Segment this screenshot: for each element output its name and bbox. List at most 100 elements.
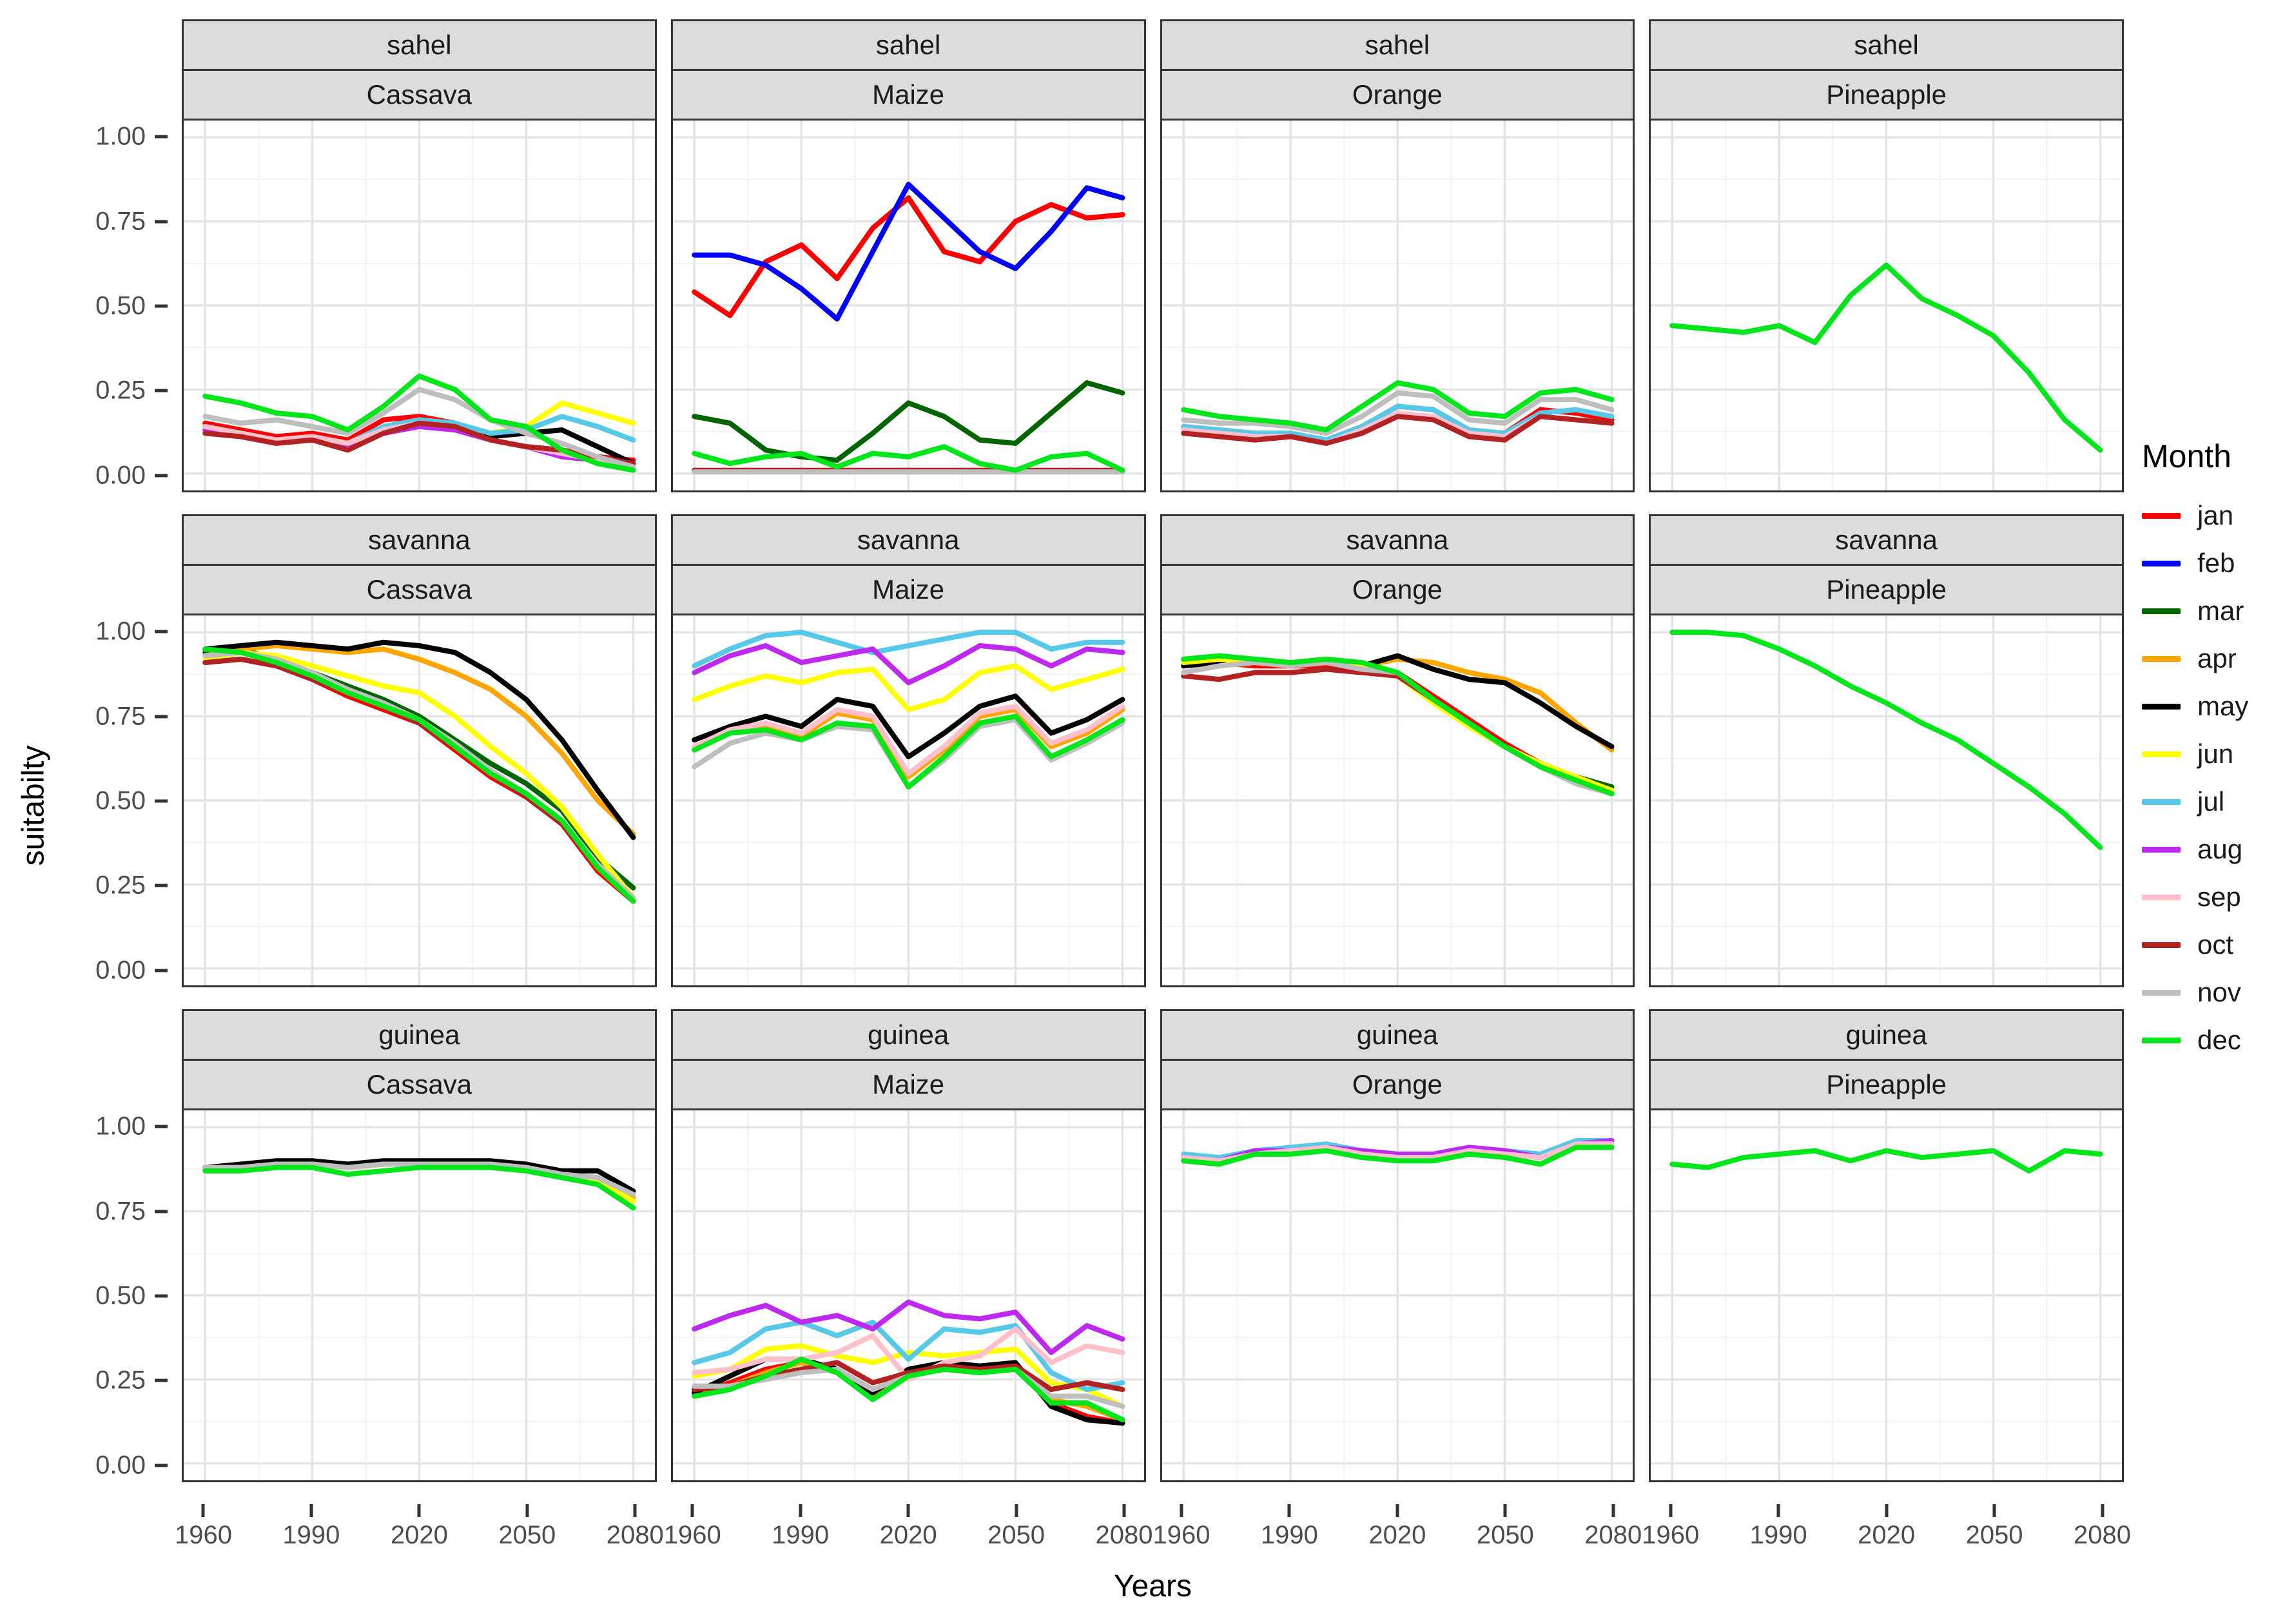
y-tick-mark bbox=[155, 1464, 168, 1467]
legend-entry-jun: jun bbox=[2142, 730, 2290, 778]
series-line-dec bbox=[694, 1359, 1122, 1420]
strip-label: Maize bbox=[872, 79, 945, 110]
facet-strip-region: sahel bbox=[1649, 19, 2124, 71]
facet-strip-crop: Pineapple bbox=[1649, 69, 2124, 121]
series-line-aug bbox=[694, 646, 1122, 682]
legend-label: jan bbox=[2197, 500, 2234, 530]
x-tick-label: 2080 bbox=[606, 1521, 664, 1549]
x-tick-label: 2020 bbox=[879, 1521, 937, 1549]
x-tick-mark bbox=[1395, 1504, 1399, 1517]
y-tick-label: 1.00 bbox=[95, 122, 146, 151]
series-line-jul bbox=[694, 632, 1122, 666]
x-axis-title: Years bbox=[1114, 1569, 1192, 1603]
facet-strip-region: guinea bbox=[1160, 1009, 1635, 1061]
series-line-oct bbox=[1183, 416, 1611, 443]
series-line-dec bbox=[694, 447, 1122, 470]
series-line-jun bbox=[694, 666, 1122, 710]
legend-label: dec bbox=[2197, 1025, 2241, 1055]
series-line-nov bbox=[205, 1165, 633, 1195]
facet-panel bbox=[1649, 1108, 2124, 1482]
facet-strip-region: guinea bbox=[182, 1009, 657, 1061]
x-tick-label: 1990 bbox=[1749, 1521, 1807, 1549]
series-line-mar bbox=[694, 383, 1122, 460]
facet-strip-crop: Orange bbox=[1160, 69, 1635, 121]
series-line-jun bbox=[205, 652, 633, 898]
x-tick-mark bbox=[201, 1504, 205, 1517]
facet-strip-region: savanna bbox=[1649, 514, 2124, 566]
y-tick-mark bbox=[155, 884, 168, 887]
facet-panel-plot bbox=[1651, 121, 2122, 490]
y-tick-label: 0.25 bbox=[95, 376, 146, 405]
legend-key-line bbox=[2142, 942, 2181, 948]
legend-entry-mar: mar bbox=[2142, 587, 2290, 635]
legend-key-line bbox=[2142, 608, 2181, 614]
legend-label: aug bbox=[2197, 834, 2243, 864]
y-tick-mark bbox=[155, 630, 168, 633]
x-tick-mark bbox=[690, 1504, 694, 1517]
facet-panel bbox=[182, 119, 657, 492]
facet-panel bbox=[670, 1108, 1146, 1482]
series-line-sep bbox=[694, 1329, 1122, 1379]
series-line-aug bbox=[694, 1302, 1122, 1352]
facet-panel bbox=[182, 614, 657, 987]
facet-sahel-orange: sahel Orange bbox=[1160, 19, 1635, 492]
legend-label: sep bbox=[2197, 882, 2241, 912]
facet-strip-crop: Cassava bbox=[182, 1059, 657, 1110]
strip-label: savanna bbox=[367, 525, 471, 555]
legend-label: nov bbox=[2197, 977, 2241, 1007]
legend-entry-aug: aug bbox=[2142, 826, 2290, 873]
x-tick-label: 2080 bbox=[1584, 1521, 1642, 1549]
legend-label: feb bbox=[2197, 548, 2235, 578]
legend-entry-oct: oct bbox=[2142, 921, 2290, 969]
strip-label: sahel bbox=[1365, 30, 1430, 60]
legend-entries: jan feb mar apr may jun jul aug sep oct nov dec bbox=[2142, 492, 2290, 1064]
legend-label: jul bbox=[2197, 786, 2225, 817]
y-tick-mark bbox=[155, 1294, 168, 1298]
legend-key-line bbox=[2142, 894, 2181, 900]
y-tick-mark bbox=[155, 1378, 168, 1382]
facet-strip-crop: Maize bbox=[670, 564, 1146, 615]
y-tick-label: 0.75 bbox=[95, 207, 146, 236]
legend-label: oct bbox=[2197, 929, 2234, 960]
facet-panel-plot bbox=[1162, 615, 1633, 985]
strip-label: Orange bbox=[1352, 1069, 1443, 1099]
strip-label: Cassava bbox=[366, 574, 472, 604]
series-line-jun bbox=[694, 1346, 1122, 1406]
strip-label: savanna bbox=[1835, 525, 1938, 555]
facet-savanna-pineapple: savanna Pineapple bbox=[1649, 514, 2124, 987]
facet-savanna-orange: savanna Orange bbox=[1160, 514, 1635, 987]
facet-panel-plot bbox=[184, 615, 655, 985]
series-line-may bbox=[694, 696, 1122, 757]
x-tick-mark bbox=[1669, 1504, 1673, 1517]
facet-strip-crop: Pineapple bbox=[1649, 1059, 2124, 1110]
facet-strip-region: savanna bbox=[1160, 514, 1635, 566]
x-tick-label: 2020 bbox=[390, 1521, 448, 1549]
facet-strip-region: savanna bbox=[182, 514, 657, 566]
y-axis-row-sahel: 1.00 0.75 0.50 0.25 0.00 bbox=[6, 19, 168, 492]
y-tick-label: 1.00 bbox=[95, 617, 146, 646]
facet-strip-crop: Cassava bbox=[182, 564, 657, 615]
facet-sahel-pineapple: sahel Pineapple bbox=[1649, 19, 2124, 492]
legend-label: mar bbox=[2197, 595, 2244, 626]
x-tick-mark bbox=[2101, 1504, 2104, 1517]
strip-label: Cassava bbox=[366, 79, 472, 110]
strip-label: guinea bbox=[378, 1020, 460, 1050]
series-line-may bbox=[205, 1161, 633, 1191]
x-tick-mark bbox=[1122, 1504, 1126, 1517]
x-axis-orange: 1960 1990 2020 2050 2080 bbox=[1152, 1504, 1642, 1549]
series-line-dec bbox=[1672, 1151, 2100, 1171]
series-line-jul bbox=[694, 1322, 1122, 1389]
x-tick-mark bbox=[417, 1504, 421, 1517]
facet-savanna-maize: savanna Maize bbox=[670, 514, 1146, 987]
series-line-dec bbox=[1183, 656, 1611, 794]
legend-entry-dec: dec bbox=[2142, 1016, 2290, 1064]
x-tick-mark bbox=[525, 1504, 529, 1517]
legend-key-line bbox=[2142, 655, 2181, 662]
strip-label: savanna bbox=[1346, 525, 1449, 555]
x-axis-maize: 1960 1990 2020 2050 2080 bbox=[664, 1504, 1152, 1549]
facet-strip-region: guinea bbox=[670, 1009, 1146, 1061]
strip-label: Orange bbox=[1352, 574, 1443, 604]
x-tick-label: 1990 bbox=[772, 1521, 830, 1549]
legend-label: jun bbox=[2197, 739, 2234, 769]
